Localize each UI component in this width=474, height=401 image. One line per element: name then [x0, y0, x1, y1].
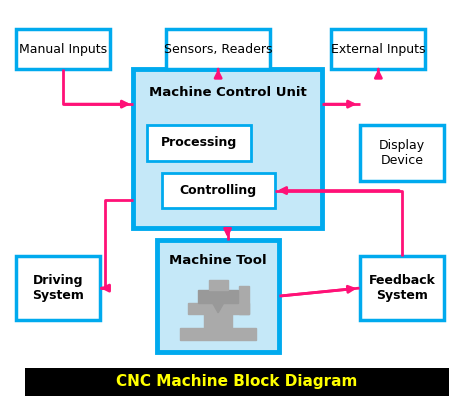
FancyBboxPatch shape: [16, 29, 110, 69]
Text: CNC Machine Block Diagram: CNC Machine Block Diagram: [116, 374, 358, 389]
FancyBboxPatch shape: [166, 29, 270, 69]
Bar: [239, 286, 249, 314]
Text: Manual Inputs: Manual Inputs: [18, 43, 107, 56]
FancyBboxPatch shape: [25, 368, 449, 396]
Bar: [181, 328, 256, 340]
FancyBboxPatch shape: [133, 69, 322, 229]
Bar: [198, 290, 238, 303]
FancyBboxPatch shape: [359, 256, 444, 320]
Text: Sensors, Readers: Sensors, Readers: [164, 43, 273, 56]
Bar: [204, 314, 232, 328]
Text: Driving
System: Driving System: [32, 274, 84, 302]
FancyBboxPatch shape: [331, 29, 426, 69]
FancyBboxPatch shape: [16, 256, 100, 320]
FancyBboxPatch shape: [157, 240, 279, 352]
Bar: [209, 280, 228, 290]
Text: Machine Control Unit: Machine Control Unit: [149, 87, 307, 99]
Text: Machine Tool: Machine Tool: [169, 254, 267, 267]
Text: External Inputs: External Inputs: [331, 43, 426, 56]
FancyBboxPatch shape: [162, 172, 275, 209]
Text: Display
Device: Display Device: [379, 139, 425, 167]
Text: Feedback
System: Feedback System: [368, 274, 435, 302]
Bar: [188, 303, 249, 314]
FancyBboxPatch shape: [359, 125, 444, 180]
Text: Processing: Processing: [161, 136, 237, 149]
FancyBboxPatch shape: [147, 125, 251, 161]
Text: Controlling: Controlling: [180, 184, 257, 197]
Polygon shape: [212, 303, 224, 313]
